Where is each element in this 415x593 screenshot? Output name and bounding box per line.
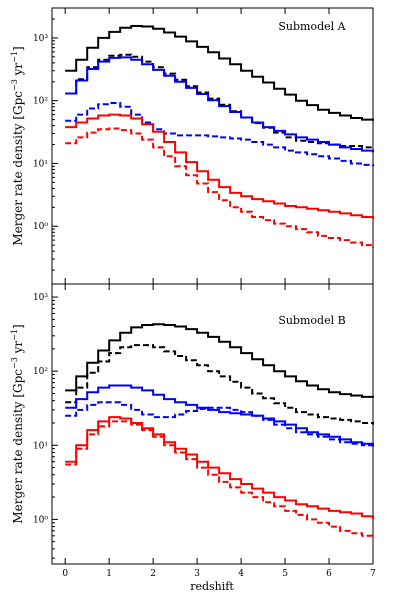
x-tick-label: 6 xyxy=(326,569,332,579)
series-line-0 xyxy=(65,323,374,398)
y-axis-label-a: Merger rate density [Gpc−3 yr−1] xyxy=(10,46,25,245)
panel-submodel-b: 10⁰ 10¹ 10² 10³ 0 1 2 3 4 5 6 7 Submodel B xyxy=(33,283,376,579)
x-tick-label: 1 xyxy=(106,569,112,579)
y-tick-label: 10⁰ xyxy=(33,222,48,232)
x-axis-label: redshift xyxy=(190,580,234,593)
y-tick-label: 10⁰ xyxy=(33,515,48,525)
y-axis-label-b: Merger rate density [Gpc−3 yr−1] xyxy=(10,324,25,523)
y-tick-label: 10² xyxy=(33,97,48,107)
x-tick-label: 2 xyxy=(150,569,156,579)
series-line-1 xyxy=(65,344,374,425)
series-line-4 xyxy=(65,113,374,220)
series-line-0 xyxy=(65,25,374,121)
series-line-4 xyxy=(65,416,374,520)
panel-annotation: Submodel B xyxy=(278,314,345,327)
x-tick-label: 3 xyxy=(194,569,200,579)
panel-submodel-a: 10⁰ 10¹ 10² 10³ Submodel A xyxy=(33,7,374,285)
series-line-5 xyxy=(65,420,374,539)
y-tick-label: 10¹ xyxy=(33,159,48,169)
series-line-3 xyxy=(65,102,374,167)
plot-frame xyxy=(51,7,374,285)
y-tick-label: 10² xyxy=(33,367,48,377)
x-tick-label: 4 xyxy=(238,569,244,579)
panel-annotation: Submodel A xyxy=(278,20,346,33)
y-tick-label: 10¹ xyxy=(33,441,48,451)
series-line-2 xyxy=(65,56,374,153)
series-line-3 xyxy=(65,401,374,447)
x-tick-label: 5 xyxy=(282,569,288,579)
x-tick-label: 7 xyxy=(370,569,376,579)
y-tick-label: 10³ xyxy=(33,293,48,303)
series-line-5 xyxy=(65,127,374,248)
series-line-2 xyxy=(65,384,374,446)
x-tick-label: 0 xyxy=(62,569,68,579)
y-tick-label: 10³ xyxy=(33,34,48,44)
